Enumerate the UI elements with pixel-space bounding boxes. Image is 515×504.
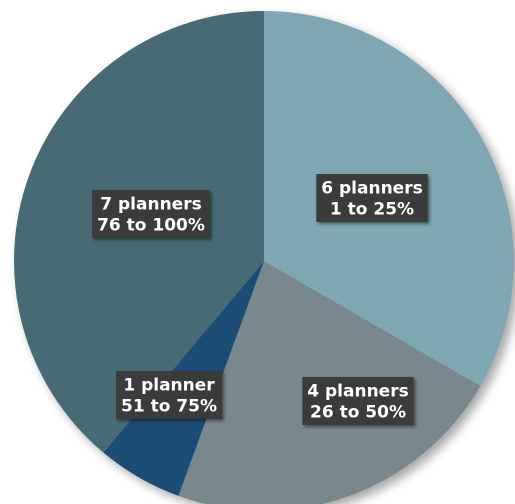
slice-label-line-2-0: 1 planner [123,376,215,396]
slice-label-line-3-0: 7 planners [100,195,201,215]
slice-label-line-0-1: 1 to 25% [330,200,414,220]
slice-label-line-1-0: 4 planners [307,382,408,402]
slice-label-line-3-1: 76 to 100% [97,216,205,236]
slice-label-box-1 [302,377,414,425]
slice-label-line-0-0: 6 planners [321,179,422,199]
slice-label-box-0 [316,174,428,222]
slice-label-line-1-1: 26 to 50% [310,403,406,423]
slice-label-line-2-1: 51 to 75% [121,397,217,417]
pie-slices [14,11,514,504]
slice-label-box-2 [116,371,222,419]
slice-label-box-3 [92,190,210,238]
